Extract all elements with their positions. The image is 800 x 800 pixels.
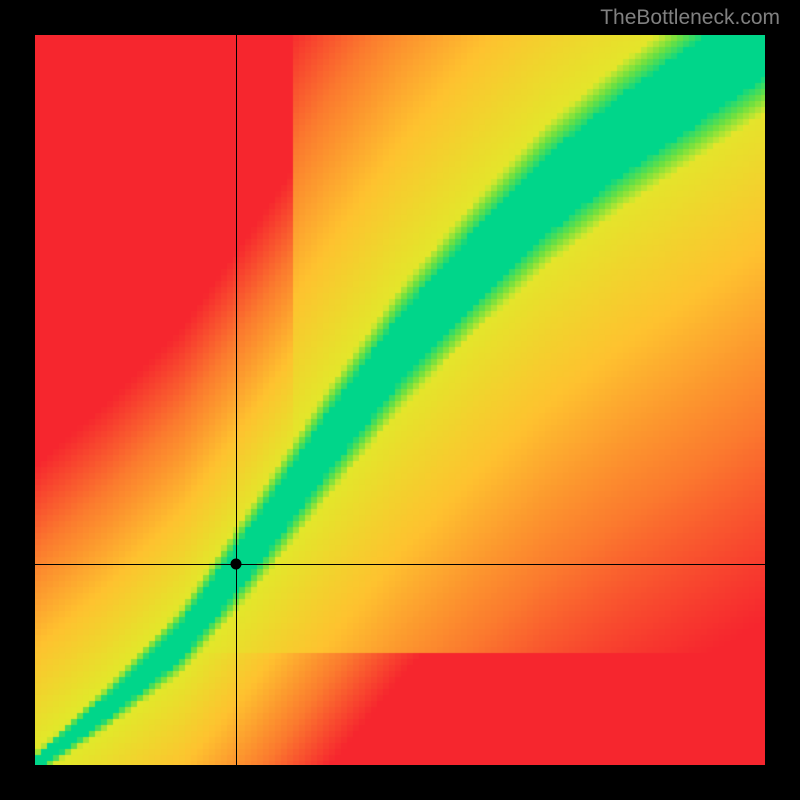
heatmap-canvas <box>35 35 765 765</box>
watermark-text: TheBottleneck.com <box>600 6 780 30</box>
crosshair-horizontal <box>35 564 765 565</box>
marker-dot <box>230 559 241 570</box>
heatmap-plot <box>35 35 765 765</box>
crosshair-vertical <box>236 35 237 765</box>
